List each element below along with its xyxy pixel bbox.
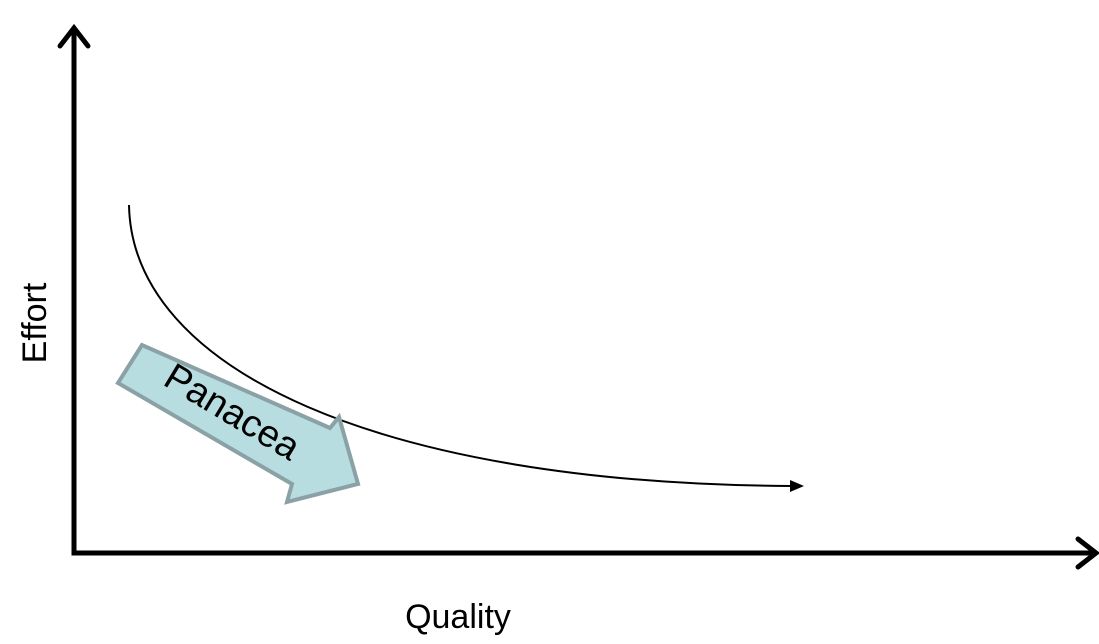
panacea-arrow-shape bbox=[115, 342, 361, 505]
x-axis-arrowhead bbox=[1075, 536, 1099, 570]
y-axis-arrowhead bbox=[57, 23, 91, 49]
x-axis bbox=[71, 536, 1099, 570]
y-axis-label: Effort bbox=[16, 282, 54, 363]
y-axis bbox=[57, 23, 91, 556]
panacea-arrow: Panacea bbox=[115, 342, 361, 505]
x-axis-label: Quality bbox=[405, 598, 511, 636]
curve-arrowhead bbox=[790, 480, 804, 492]
effort-quality-curve bbox=[128, 204, 793, 487]
